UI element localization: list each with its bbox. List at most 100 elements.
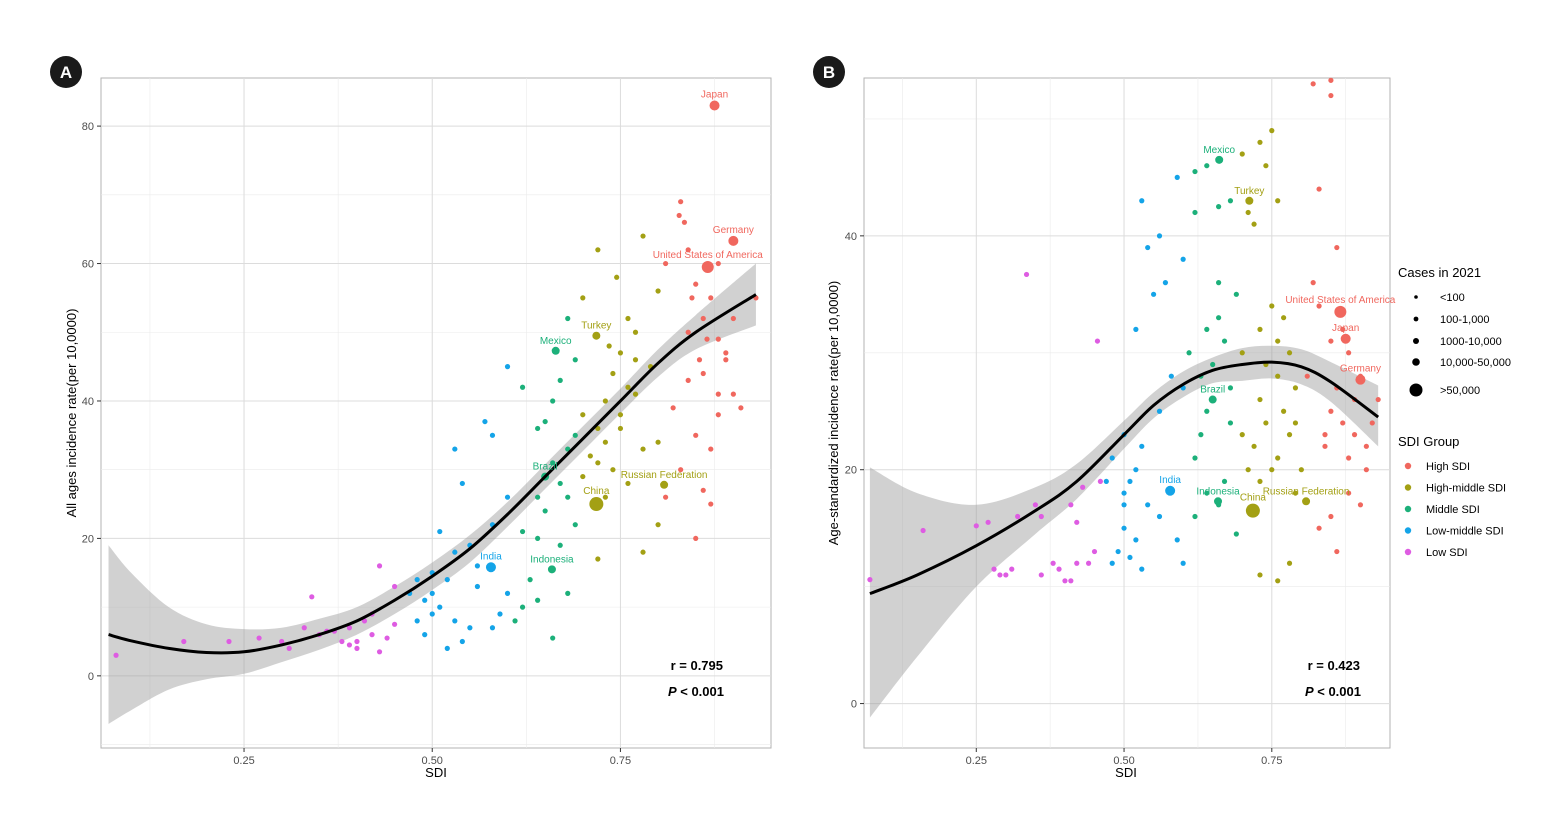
point-label: China [583,486,610,497]
data-point [1198,432,1204,438]
data-point [1204,490,1210,496]
data-point [422,597,428,603]
data-point [1269,467,1275,473]
data-point [550,635,556,641]
data-point [504,364,511,370]
panel-a-letter: A [60,63,72,82]
data-point [1121,490,1127,496]
legend-group-label: Middle SDI [1426,504,1480,516]
data-point [685,329,691,335]
x-tick-label: 0.25 [966,755,987,767]
data-point [700,315,706,322]
data-point [414,577,420,583]
legend: Cases in 2021 <100 100-1,000 1000-10,000 10… [1398,265,1511,559]
data-point [610,370,616,377]
data-point [1286,560,1293,566]
data-point [565,446,571,452]
data-point [519,528,526,535]
data-point [655,288,661,294]
data-point [527,577,533,583]
legend-size-dot [1414,295,1418,299]
data-point [708,446,714,452]
data-point [474,583,481,590]
point-label: Indonesia [1196,486,1240,497]
data-point [1275,455,1281,461]
data-point [1322,432,1328,438]
data-point [1346,350,1352,356]
data-point [1334,548,1340,555]
data-point [354,638,360,645]
data-point [572,432,578,438]
data-point [1340,326,1346,332]
data-point [1334,305,1347,318]
x-axis-title-b: SDI [1115,765,1137,780]
data-point [625,480,631,487]
data-point [1355,374,1366,385]
data-point [1292,420,1299,426]
data-point [542,418,548,425]
data-point [655,522,661,528]
stat-p-value-b: < 0.001 [1314,684,1361,699]
point-label: Mexico [540,336,572,347]
data-point [715,336,721,342]
data-point [1156,513,1163,520]
data-point [1139,443,1145,449]
data-point [1322,443,1328,449]
data-point [580,295,586,301]
data-point [346,642,353,648]
data-point [557,542,563,548]
data-point [535,494,541,500]
x-tick-label: 0.50 [1113,755,1134,767]
data-point [1328,513,1334,520]
data-point [1304,373,1310,379]
data-point [1165,485,1176,496]
data-point [1204,326,1210,332]
x-tick-label: 0.25 [233,755,254,767]
data-point [354,645,360,651]
data-point [286,645,292,651]
data-point [1097,478,1104,485]
data-point [1127,554,1133,561]
data-point [1109,560,1115,566]
data-point [1227,385,1234,391]
data-point [551,346,560,355]
legend-group-dot [1404,462,1412,470]
point-label: Japan [701,89,728,100]
data-point [1245,196,1254,205]
stat-p-value-a: < 0.001 [677,684,724,699]
ci-band-a [108,263,756,724]
data-point [1050,560,1056,566]
data-point [1239,432,1245,438]
data-point [376,649,383,655]
data-point [565,590,571,596]
data-point [715,260,721,267]
data-point [1032,502,1038,508]
data-point [632,329,639,335]
data-point [1121,502,1127,508]
data-point [474,563,481,569]
data-point [1221,338,1228,344]
data-point [1080,484,1086,490]
data-point [391,621,398,627]
data-point [557,480,563,487]
legend-size-dot [1413,316,1419,322]
data-point [346,625,353,631]
data-point [1145,244,1151,251]
data-point [1133,467,1139,473]
data-point [1227,420,1234,426]
data-point [444,645,450,651]
point-label: Germany [1340,364,1381,375]
data-point [1068,578,1074,584]
point-label: India [480,551,502,562]
data-point [1281,408,1287,414]
data-point [113,652,119,658]
data-point [542,508,548,514]
point-label: Turkey [581,321,611,332]
data-point [700,370,706,377]
data-point [1216,315,1222,321]
data-point [1275,373,1281,379]
data-point [1192,209,1198,216]
data-point [467,625,473,631]
data-point [1210,361,1216,368]
panel-b-badge [813,56,845,88]
